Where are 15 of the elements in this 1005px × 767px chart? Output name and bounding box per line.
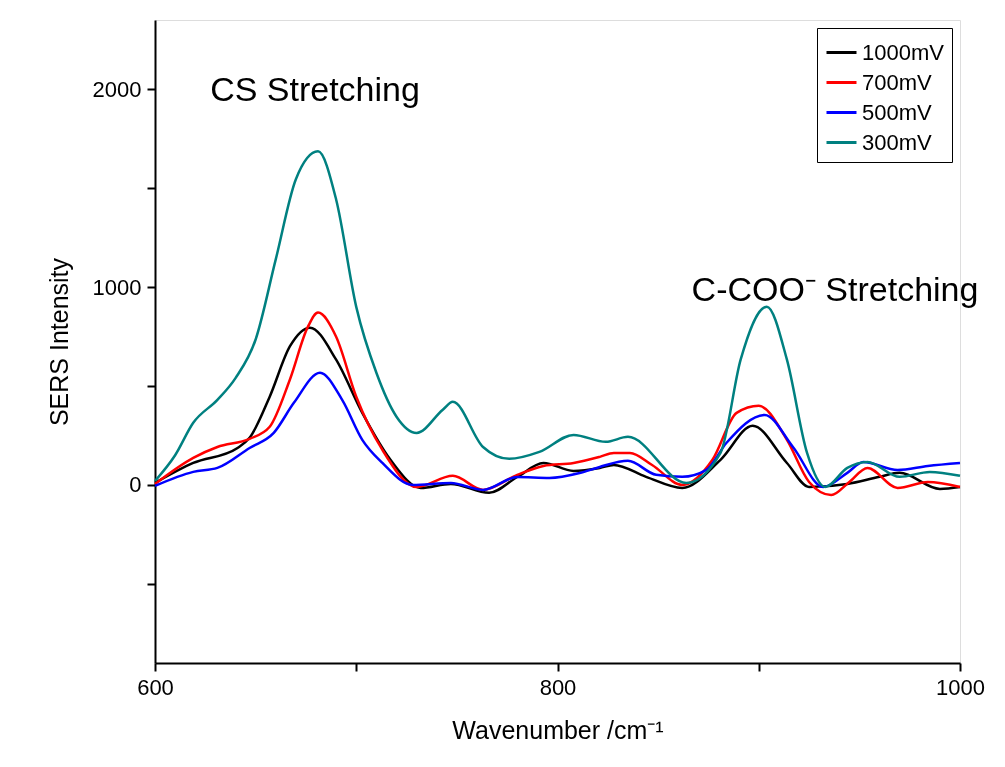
y-tick-label: 1000 — [92, 274, 142, 300]
x-tick-label: 1000 — [936, 674, 985, 700]
x-tick-label: 600 — [137, 674, 174, 700]
legend-label: 1000mV — [862, 39, 945, 65]
y-axis-title: SERS Intensity — [44, 257, 73, 427]
y-tick-label: 2000 — [92, 76, 142, 102]
x-axis-title: Wavenumber /cm⁻¹ — [452, 715, 664, 744]
legend-label: 500mV — [862, 99, 933, 125]
legend-label: 700mV — [862, 69, 933, 95]
annotation: C-COO⁻ Stretching — [691, 270, 979, 308]
line-series — [153, 371, 962, 492]
annotation: CS Stretching — [210, 70, 420, 108]
y-tick-label: 0 — [129, 472, 142, 498]
legend-label: 300mV — [862, 129, 933, 155]
x-tick-label: 800 — [539, 674, 577, 700]
